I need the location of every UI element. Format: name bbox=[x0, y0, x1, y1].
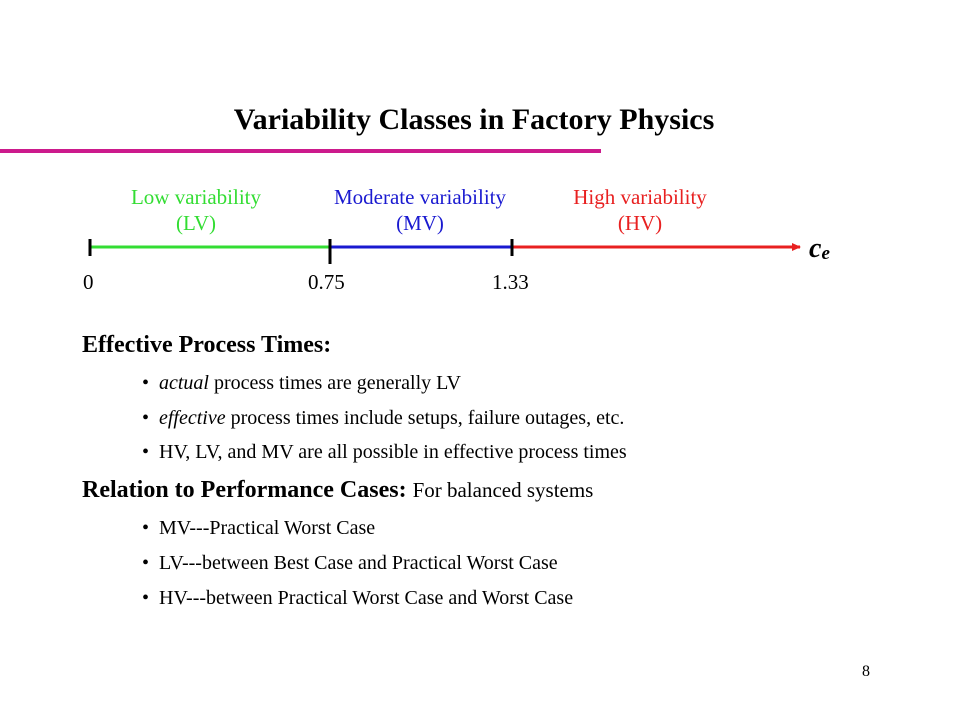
moderate-variability-abbr: (MV) bbox=[396, 211, 444, 235]
high-variability-name: High variability bbox=[573, 185, 707, 209]
bullet-item: • actual process times are generally LV bbox=[142, 370, 461, 396]
bullet-text: HV, LV, and MV are all possible in effec… bbox=[159, 441, 627, 463]
low-variability-abbr: (LV) bbox=[175, 211, 217, 235]
bullet-text: HV---between Practical Worst Case and Wo… bbox=[159, 587, 574, 609]
bullet-dot: • bbox=[142, 407, 150, 429]
slide-title: Variability Classes in Factory Physics bbox=[233, 103, 715, 136]
moderate-variability-name: Moderate variability bbox=[333, 185, 507, 209]
low-variability-label: Low variability (LV) bbox=[96, 184, 296, 236]
bullet-text: MV---Practical Worst Case bbox=[159, 517, 376, 539]
page-number: 8 bbox=[862, 663, 870, 680]
bullet-dot: • bbox=[142, 552, 150, 574]
performance-cases-heading-text: Relation to Performance Cases: bbox=[82, 477, 407, 503]
ce-axis-variable: ce bbox=[809, 232, 830, 269]
bullet-emphasis: actual bbox=[159, 372, 209, 394]
performance-cases-heading: Relation to Performance Cases: For balan… bbox=[82, 475, 593, 505]
bullet-dot: • bbox=[142, 441, 150, 463]
bullet-item: • MV---Practical Worst Case bbox=[142, 515, 375, 541]
bullet-text: process times include setups, failure ou… bbox=[225, 407, 625, 429]
title-underline bbox=[0, 149, 601, 153]
bullet-dot: • bbox=[142, 517, 150, 539]
effective-process-times-heading: Effective Process Times: bbox=[82, 332, 332, 358]
bullet-dot: • bbox=[142, 587, 150, 609]
bullet-dot: • bbox=[142, 372, 150, 394]
bullet-item: • HV---between Practical Worst Case and W… bbox=[142, 585, 573, 611]
ce-symbol: c bbox=[809, 233, 822, 264]
moderate-variability-label: Moderate variability (MV) bbox=[308, 184, 532, 236]
bullet-item: • effective process times include setups,… bbox=[142, 405, 624, 431]
bullet-item: • HV, LV, and MV are all possible in effe… bbox=[142, 439, 627, 465]
high-variability-label: High variability (HV) bbox=[540, 184, 740, 236]
bullet-emphasis: effective bbox=[159, 407, 226, 429]
tick-label-133: 1.33 bbox=[492, 270, 529, 294]
bullet-item: • LV---between Best Case and Practical Wo… bbox=[142, 550, 558, 576]
tick-label-075: 0.75 bbox=[308, 270, 345, 294]
tick-label-0: 0 bbox=[83, 270, 94, 294]
bullet-text: LV---between Best Case and Practical Wor… bbox=[159, 552, 558, 574]
performance-cases-note: For balanced systems bbox=[412, 478, 594, 502]
bullet-text: process times are generally LV bbox=[209, 372, 461, 394]
high-variability-abbr: (HV) bbox=[617, 211, 663, 235]
low-variability-name: Low variability bbox=[130, 185, 262, 209]
ce-subscript: e bbox=[821, 243, 830, 264]
